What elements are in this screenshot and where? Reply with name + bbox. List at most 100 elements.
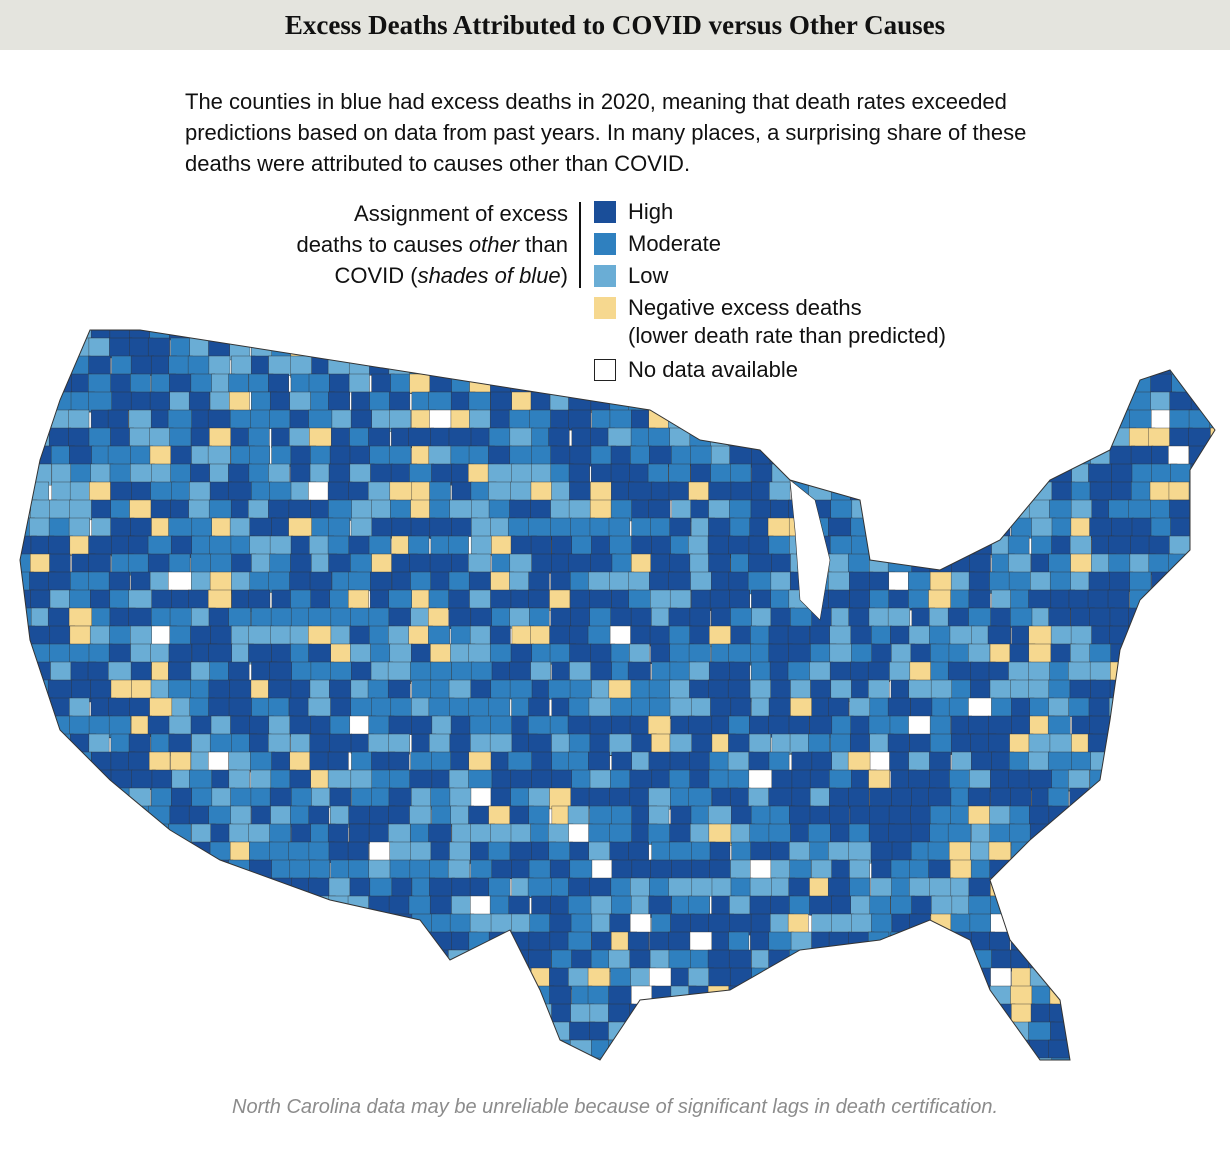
county-cell: [20, 1057, 31, 1060]
county-cell: [270, 625, 292, 645]
county-cell: [130, 1057, 152, 1060]
legend-swatch: [594, 265, 616, 287]
county-cell: [330, 697, 353, 719]
county-cell: [568, 499, 592, 520]
county-cell: [49, 1003, 76, 1026]
county-cell: [1009, 805, 1031, 825]
county-cell: [1027, 877, 1055, 900]
county-cell: [649, 931, 671, 951]
county-cell: [548, 841, 573, 861]
county-cell: [1091, 805, 1113, 827]
county-cell: [849, 445, 874, 465]
county-cell: [669, 589, 692, 611]
county-cell: [1190, 751, 1212, 773]
county-cell: [1129, 841, 1151, 864]
county-cell: [1089, 877, 1111, 899]
county-cell: [188, 967, 213, 990]
county-cell: [629, 1021, 651, 1041]
county-cell: [1209, 535, 1215, 555]
county-cell: [568, 463, 590, 485]
county-cell: [1109, 769, 1133, 790]
county-cell: [1169, 661, 1196, 682]
county-cell: [1051, 535, 1073, 557]
county-cell: [1108, 1039, 1131, 1060]
county-cell: [1151, 571, 1175, 593]
county-cell: [490, 715, 513, 735]
county-cell: [970, 499, 995, 520]
county-cell: [370, 463, 394, 485]
county-cell: [889, 715, 911, 736]
county-cell: [249, 931, 272, 951]
county-cell: [147, 535, 174, 555]
county-cell: [1169, 733, 1191, 753]
county-cell: [328, 841, 350, 863]
county-cell: [768, 985, 792, 1008]
county-cell: [370, 643, 392, 664]
county-cell: [307, 1057, 333, 1060]
county-cell: [948, 985, 973, 1005]
county-cell: [409, 769, 434, 791]
county-cell: [429, 733, 453, 755]
county-cell: [351, 949, 376, 972]
county-cell: [908, 751, 933, 772]
county-cell: [209, 391, 232, 411]
county-cell: [251, 1039, 275, 1060]
county-cell: [269, 823, 291, 843]
county-cell: [1210, 517, 1215, 537]
county-cell: [268, 499, 293, 520]
county-cell: [309, 445, 333, 465]
county-cell: [190, 985, 215, 1008]
county-cell: [1029, 481, 1053, 502]
county-cell: [707, 679, 732, 700]
county-cell: [268, 571, 293, 593]
county-cell: [1209, 841, 1215, 862]
county-cell: [509, 499, 532, 520]
county-cell: [991, 697, 1013, 719]
county-cell: [991, 445, 1018, 466]
county-cell: [210, 715, 234, 736]
county-cell: [1209, 679, 1215, 700]
county-cell: [49, 733, 74, 756]
county-cell: [88, 733, 110, 755]
county-cell: [790, 1039, 814, 1060]
county-cell: [1031, 1057, 1053, 1060]
county-cell: [488, 931, 515, 952]
county-cell: [768, 931, 794, 953]
county-cell: [1168, 643, 1194, 663]
county-cell: [250, 337, 273, 357]
county-cell: [1168, 949, 1194, 973]
county-cell: [949, 625, 975, 646]
county-cell: [531, 1021, 552, 1044]
county-cell: [147, 823, 169, 844]
county-cell: [1211, 553, 1215, 577]
county-cell: [689, 1021, 710, 1043]
county-cell: [908, 589, 932, 609]
county-cell: [869, 517, 893, 539]
county-cell: [610, 1057, 636, 1060]
county-cell: [209, 661, 232, 682]
county-cell: [309, 733, 332, 754]
county-cell: [350, 409, 373, 429]
county-cell: [429, 1057, 451, 1060]
county-cell: [271, 949, 295, 971]
county-cell: [1110, 661, 1134, 683]
county-cell: [531, 355, 558, 375]
county-cell: [108, 643, 132, 664]
county-cell: [28, 1057, 52, 1060]
county-cell: [231, 931, 254, 954]
county-cell: [548, 355, 573, 378]
county-cell: [1148, 841, 1175, 861]
county-cell: [489, 733, 513, 755]
county-cell: [1208, 589, 1215, 610]
county-cell: [1170, 463, 1193, 485]
county-cell: [831, 715, 854, 735]
county-cell: [909, 517, 934, 537]
county-cell: [568, 391, 592, 414]
county-cell: [429, 337, 454, 359]
county-cell: [950, 330, 973, 339]
county-cell: [1209, 481, 1215, 502]
county-cell: [308, 643, 333, 663]
legend-item: No data available: [594, 356, 946, 383]
county-cell: [1150, 643, 1177, 665]
county-cell: [948, 697, 971, 717]
